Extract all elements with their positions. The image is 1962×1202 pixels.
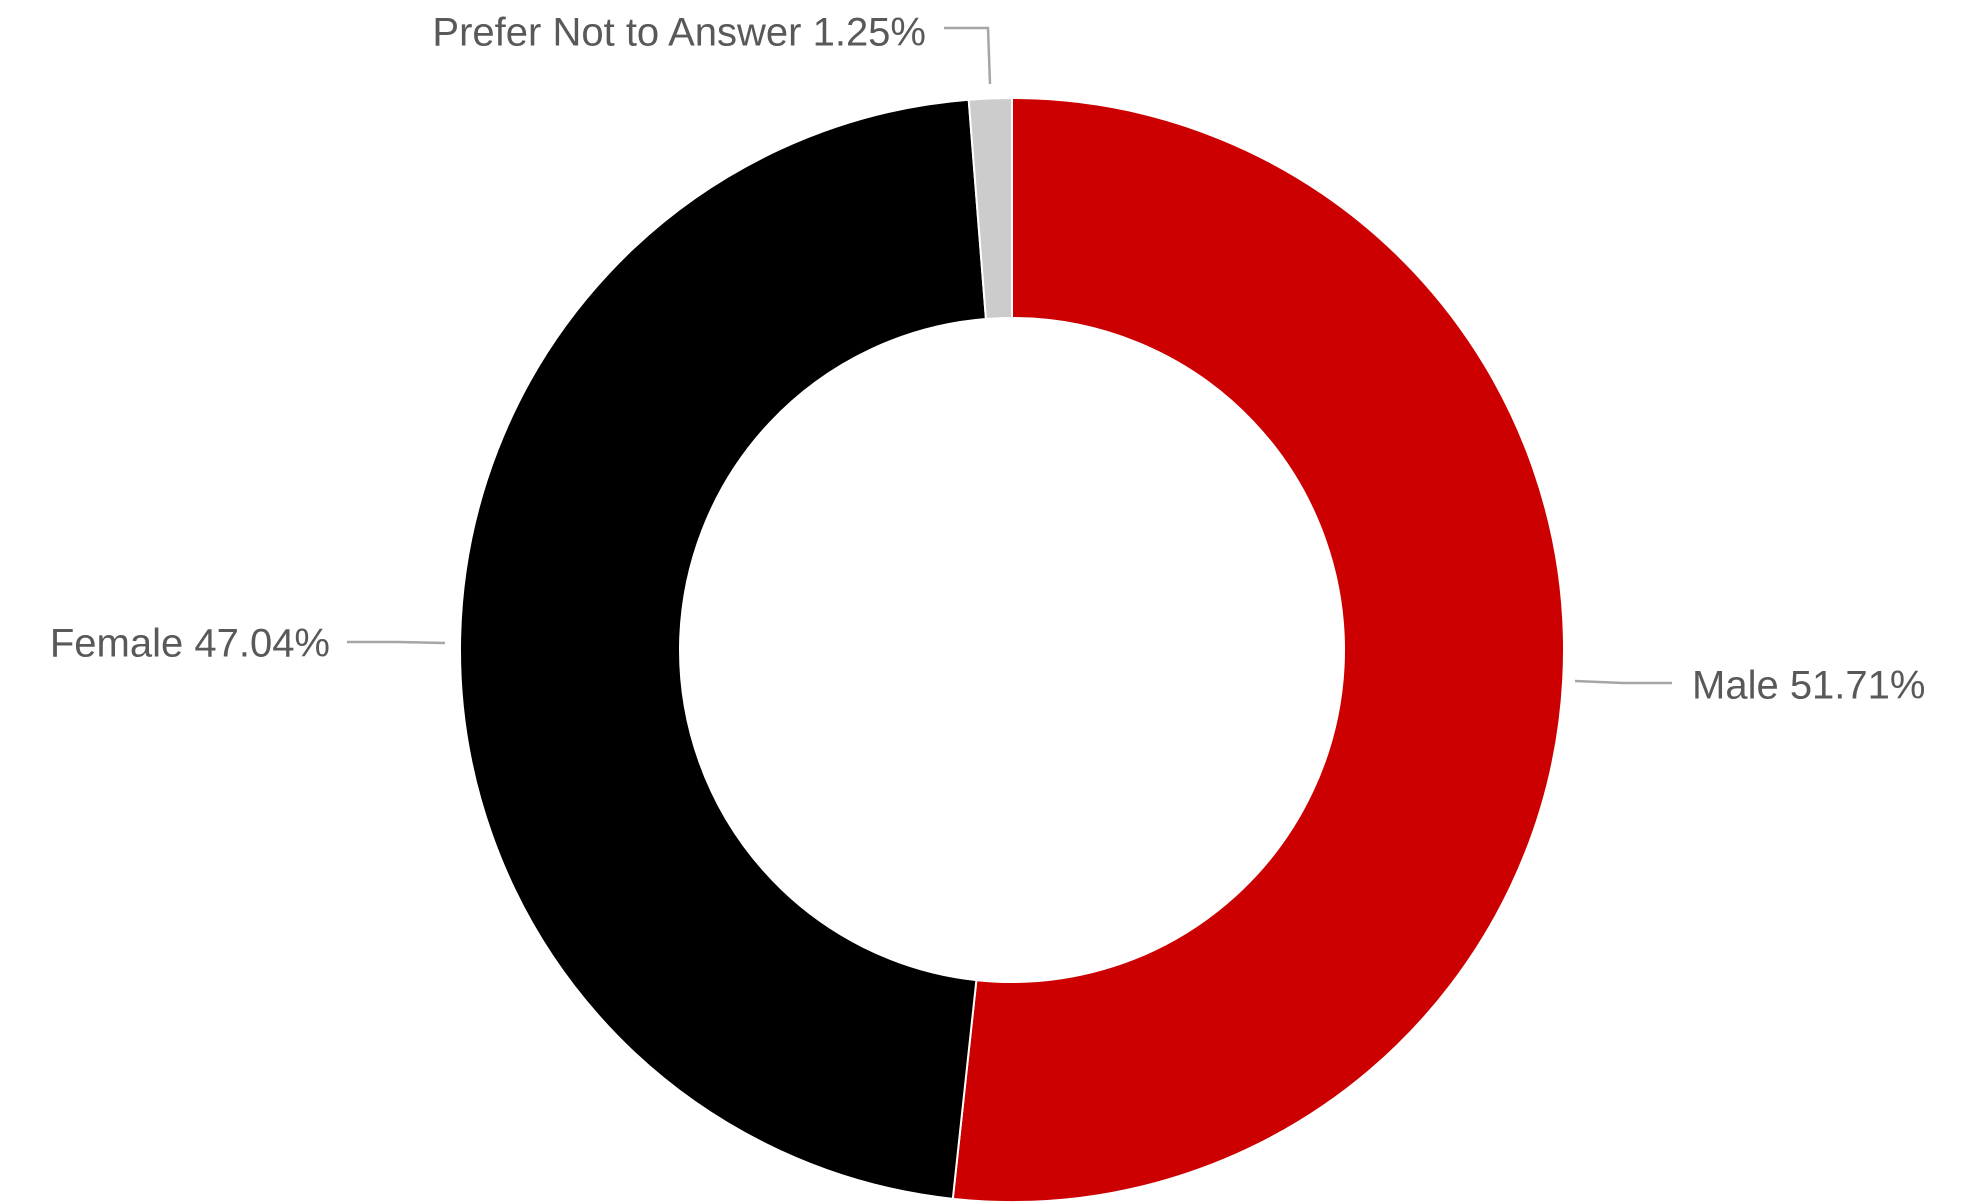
slice-prefer-not-to-answer <box>967 96 1013 321</box>
data-label-prefer-not-to-answer: Prefer Not to Answer 1.25% <box>432 11 926 55</box>
data-labels-group: Male 51.71% Female 47.04% Prefer Not to An… <box>50 11 1926 708</box>
slices-group <box>459 96 1565 1202</box>
leader-line-male <box>1574 679 1672 685</box>
slice-female <box>459 98 988 1200</box>
data-label-female: Female 47.04% <box>50 622 330 666</box>
leader-line-prefer-not-to-answer <box>944 26 992 85</box>
leader-lines-group <box>347 26 1672 685</box>
data-label-male: Male 51.71% <box>1692 664 1925 708</box>
slice-male <box>951 96 1565 1202</box>
leader-line-female <box>347 640 446 645</box>
